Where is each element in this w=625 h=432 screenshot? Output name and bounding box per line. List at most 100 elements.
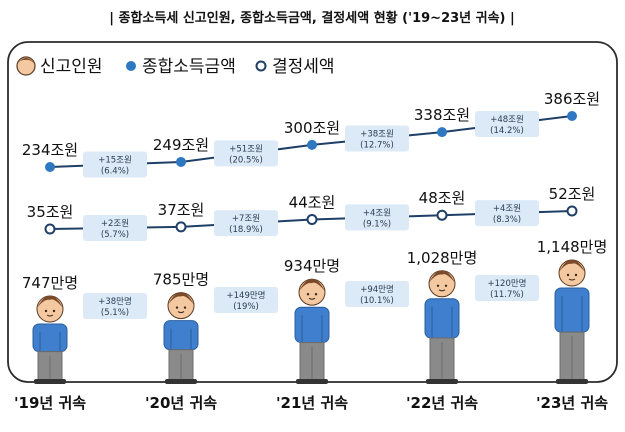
income-change-amount: +15조원 xyxy=(98,155,132,165)
x-tick-label: '22년 귀속 xyxy=(406,394,478,412)
filers-change-pct: (5.1%) xyxy=(101,308,129,318)
filled-dot-icon xyxy=(126,61,136,71)
x-tick-label: '21년 귀속 xyxy=(276,394,348,412)
person-torso xyxy=(163,320,199,351)
tax-change-amount: +4조원 xyxy=(363,208,391,218)
person-eye xyxy=(175,306,179,309)
tax-change-box xyxy=(83,214,147,241)
tax-value-label: 44조원 xyxy=(289,193,336,211)
person-hair xyxy=(168,292,194,305)
tax-point xyxy=(436,209,448,221)
x-axis: '19년 귀속 '20년 귀속 '21년 귀속 '22년 귀속 '23년 귀속 xyxy=(14,394,608,412)
filers-change-amount: +38만명 xyxy=(98,296,132,307)
person-mouth xyxy=(308,297,316,300)
chart-title: | 종합소득세 신고인원, 종합소득금액, 결정세액 현황 ('19~23년 귀… xyxy=(109,10,515,26)
filers-value-label: 747만명 xyxy=(22,274,78,292)
hollow-dot-icon xyxy=(255,60,267,72)
tax-change-box xyxy=(214,210,278,237)
person-shoes xyxy=(296,379,328,384)
person-hair xyxy=(37,295,63,308)
filers-value-label: 934만명 xyxy=(284,257,340,275)
tax-change-amount: +4조원 xyxy=(493,204,521,214)
person-shoes xyxy=(426,379,458,384)
person-figure: 1,028만명 xyxy=(407,249,478,384)
person-mouth xyxy=(46,314,54,317)
person-torso xyxy=(424,298,460,339)
person-icon xyxy=(16,56,36,76)
income-point xyxy=(307,139,317,150)
income-point xyxy=(176,156,186,167)
person-shoes xyxy=(556,379,588,384)
person-eye xyxy=(52,309,56,313)
income-value-label: 234조원 xyxy=(22,141,78,159)
filers-series: 747만명 785만명 934만명 1,028만명 1,148만명 +38만명(5.1%)… xyxy=(22,238,607,384)
income-value-label: 338조원 xyxy=(414,106,470,124)
person-figure: 747만명 xyxy=(22,274,78,384)
tax-change-box xyxy=(475,200,539,227)
tax-value-label: 48조원 xyxy=(419,189,466,207)
filers-value-label: 1,028만명 xyxy=(407,249,478,267)
legend-label-income: 종합소득금액 xyxy=(142,57,236,77)
person-hair xyxy=(429,270,455,283)
tax-value-label: 52조원 xyxy=(549,185,596,203)
filers-change-amount: +120만명 xyxy=(488,278,527,289)
person-eye xyxy=(183,306,187,309)
person-shoes xyxy=(34,379,66,384)
tax-change-pct: (5.7%) xyxy=(101,230,129,240)
income-value-label: 249조원 xyxy=(153,136,209,154)
filers-change-pct: (19%) xyxy=(233,302,259,312)
chart-legend: 신고인원 종합소득금액 결정세액 xyxy=(16,56,335,77)
income-change-amount: +48조원 xyxy=(490,115,524,125)
tax-point xyxy=(306,213,318,225)
income-change-box xyxy=(214,140,278,167)
person-mouth xyxy=(438,289,446,292)
income-change-pct: (12.7%) xyxy=(360,140,394,150)
person-hair xyxy=(559,259,585,272)
tax-change-pct: (8.3%) xyxy=(493,215,521,225)
tax-value-label: 35조원 xyxy=(27,203,74,221)
tax-change-amount: +2조원 xyxy=(101,219,129,229)
person-eye xyxy=(566,273,570,277)
person-icon-hair xyxy=(17,58,35,64)
legend-label-tax: 결정세액 xyxy=(272,57,335,77)
filers-value-label: 785만명 xyxy=(153,271,209,289)
person-torso xyxy=(32,323,68,353)
tax-change-box xyxy=(345,204,409,231)
tax-change-pct: (18.9%) xyxy=(229,225,263,235)
person-eye xyxy=(444,284,448,287)
filers-change-pct: (10.1%) xyxy=(360,296,394,306)
x-tick-label: '23년 귀속 xyxy=(536,394,608,412)
person-shoes xyxy=(165,379,197,384)
person-figure: 785만명 xyxy=(153,271,209,384)
filers-value-label: 1,148만명 xyxy=(537,238,608,256)
income-change-box xyxy=(345,125,409,152)
person-torso xyxy=(554,287,590,333)
person-eye xyxy=(574,273,578,277)
tax-change-amount: +7조원 xyxy=(232,214,260,224)
filers-change-box xyxy=(214,287,278,313)
person-eye xyxy=(436,284,440,287)
filers-change-box xyxy=(83,293,147,319)
x-tick-label: '20년 귀속 xyxy=(145,394,217,412)
person-eye xyxy=(314,293,318,296)
person-figure: 934만명 xyxy=(284,257,340,384)
income-change-pct: (6.4%) xyxy=(101,166,129,176)
income-value-label: 386조원 xyxy=(544,90,600,108)
filers-change-amount: +149만명 xyxy=(227,290,266,301)
person-eye xyxy=(306,293,310,296)
income-change-box xyxy=(475,111,539,138)
x-tick-label: '19년 귀속 xyxy=(14,394,86,412)
filers-change-amount: +94만명 xyxy=(360,284,394,295)
legend-label-filers: 신고인원 xyxy=(40,57,103,77)
person-torso xyxy=(294,306,330,344)
tax-point xyxy=(44,223,56,235)
filers-change-pct: (11.7%) xyxy=(490,290,524,300)
person-hair xyxy=(299,278,325,292)
income-change-box xyxy=(83,151,147,178)
person-eye xyxy=(44,309,48,313)
income-point xyxy=(437,127,447,138)
tax-change-pct: (9.1%) xyxy=(363,219,391,229)
income-change-amount: +51조원 xyxy=(229,144,263,154)
